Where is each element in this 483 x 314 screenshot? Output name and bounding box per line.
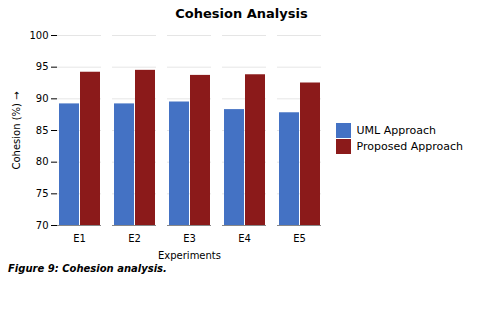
html-text:UML Approach: UML Approach	[356, 124, 436, 138]
svg-text:95: 95	[36, 61, 49, 72]
svg-text:70: 70	[36, 220, 49, 231]
svg-text:E2: E2	[128, 233, 141, 244]
svg-text:E3: E3	[183, 233, 196, 244]
svg-text:E1: E1	[73, 233, 86, 244]
svg-text:E4: E4	[238, 233, 251, 244]
svg-text:75: 75	[36, 188, 49, 199]
svg-text:Experiments: Experiments	[158, 250, 221, 261]
html-text:Cohesion Analysis: Cohesion Analysis	[175, 6, 308, 21]
svg-text:80: 80	[36, 156, 49, 167]
svg-text:E5: E5	[293, 233, 306, 244]
svg-text:90: 90	[36, 93, 49, 104]
html-text:Figure 9: Cohesion analysis.: Figure 9: Cohesion analysis.	[8, 263, 167, 274]
svg-text:Cohesion (%) →: Cohesion (%) →	[11, 91, 22, 169]
svg-text:85: 85	[36, 125, 49, 136]
svg-text:100: 100	[29, 30, 48, 41]
html-text:Proposed Approach: Proposed Approach	[356, 140, 463, 154]
